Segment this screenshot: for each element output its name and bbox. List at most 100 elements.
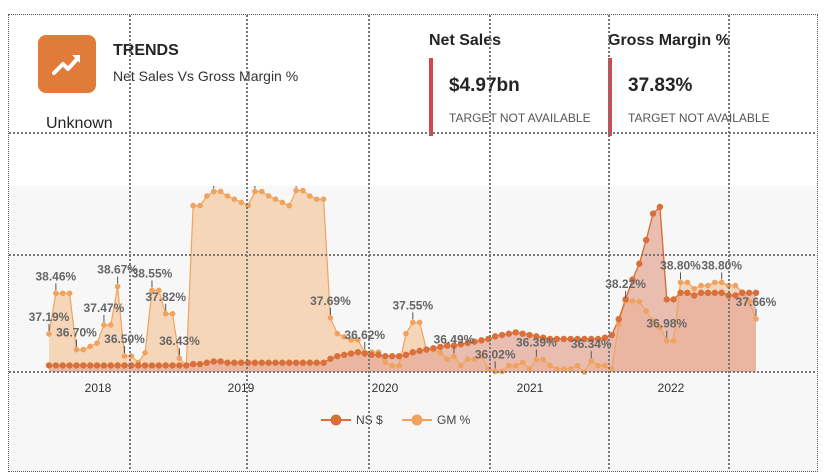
gm-point bbox=[382, 359, 389, 366]
gm-point bbox=[609, 366, 615, 372]
gm-point bbox=[629, 298, 636, 304]
ns-point bbox=[286, 359, 293, 366]
layout-divider bbox=[728, 15, 730, 471]
gm-point bbox=[46, 331, 52, 337]
legend-label: GM % bbox=[437, 413, 471, 427]
gm-data-label: 37.82% bbox=[145, 290, 186, 304]
ns-point bbox=[505, 330, 513, 337]
trends-icon-tile bbox=[38, 35, 96, 93]
gm-data-label: 38.67% bbox=[97, 263, 138, 277]
gm-point bbox=[588, 358, 595, 364]
gm-point bbox=[574, 362, 581, 369]
x-tick-label: 2018 bbox=[85, 381, 112, 395]
ns-point bbox=[80, 362, 87, 369]
ns-point bbox=[251, 359, 259, 366]
kpi-gross-margin-title: Gross Margin % bbox=[608, 32, 730, 49]
ns-point bbox=[642, 236, 650, 244]
ns-point bbox=[567, 335, 574, 343]
kpi-gross-margin-value: 37.83% bbox=[628, 75, 693, 96]
ns-point bbox=[306, 359, 314, 366]
ns-point bbox=[691, 292, 698, 299]
gm-point bbox=[142, 350, 148, 356]
gm-point bbox=[355, 337, 361, 343]
ns-point bbox=[189, 360, 197, 368]
ns-point bbox=[656, 203, 664, 211]
gm-point bbox=[334, 330, 341, 337]
gm-point bbox=[396, 362, 402, 369]
ns-point bbox=[66, 362, 73, 369]
gm-data-label: 36.98% bbox=[646, 317, 687, 331]
gm-point bbox=[389, 362, 396, 369]
gm-data-label: 36.50% bbox=[104, 332, 145, 346]
gm-point bbox=[650, 318, 656, 324]
layout-divider bbox=[368, 15, 370, 471]
ns-point bbox=[553, 335, 561, 343]
gm-data-label: 36.34% bbox=[571, 337, 612, 351]
gm-point bbox=[293, 187, 299, 194]
ns-point bbox=[581, 335, 588, 343]
ns-point bbox=[711, 289, 719, 296]
gm-point bbox=[533, 356, 540, 363]
ns-point bbox=[327, 355, 334, 362]
kpi-gross-margin-target: TARGET NOT AVAILABLE bbox=[628, 111, 770, 125]
card-subtitle: Net Sales Vs Gross Margin % bbox=[113, 68, 299, 84]
gm-data-label: 36.39% bbox=[516, 336, 557, 350]
ns-point bbox=[684, 289, 691, 296]
gm-point bbox=[540, 356, 547, 363]
gm-point bbox=[602, 362, 608, 369]
ns-point bbox=[169, 362, 176, 369]
gm-point bbox=[190, 202, 196, 209]
kpi-gross-margin-accent bbox=[608, 58, 612, 136]
ns-point bbox=[402, 351, 410, 359]
gm-point bbox=[176, 355, 183, 362]
gm-point bbox=[464, 356, 471, 362]
ns-point bbox=[663, 296, 670, 303]
gm-point bbox=[107, 322, 114, 328]
ns-point bbox=[443, 342, 451, 349]
gm-data-label: 38.46% bbox=[36, 269, 77, 283]
layout-divider bbox=[9, 132, 817, 134]
gm-point bbox=[753, 316, 759, 322]
gm-point bbox=[101, 322, 107, 328]
gm-point bbox=[286, 202, 293, 209]
ns-point bbox=[45, 362, 53, 369]
gm-data-label: 36.62% bbox=[344, 328, 385, 342]
ns-point bbox=[395, 352, 403, 360]
gm-point bbox=[526, 366, 533, 372]
gm-point bbox=[663, 337, 670, 344]
gm-point bbox=[320, 196, 327, 202]
ns-point bbox=[409, 349, 416, 356]
ns-point bbox=[231, 359, 238, 366]
gm-data-label: 38.55% bbox=[132, 266, 173, 280]
gm-point bbox=[409, 319, 416, 326]
legend-swatch-marker bbox=[411, 414, 423, 426]
ns-point bbox=[739, 289, 746, 296]
ns-point bbox=[292, 359, 300, 366]
gm-point bbox=[718, 279, 725, 286]
ns-point bbox=[135, 362, 142, 369]
ns-point bbox=[196, 360, 204, 368]
ns-point bbox=[457, 341, 465, 348]
gm-point bbox=[712, 279, 718, 286]
gm-point bbox=[313, 196, 320, 202]
gm-point bbox=[684, 279, 691, 286]
ns-point bbox=[361, 350, 368, 357]
gm-point bbox=[615, 321, 622, 327]
ns-point bbox=[636, 260, 643, 267]
gm-point bbox=[451, 353, 457, 360]
gm-point bbox=[162, 310, 169, 317]
gm-point bbox=[416, 319, 423, 326]
kpi-net-sales-accent bbox=[429, 58, 433, 136]
ns-point bbox=[114, 362, 121, 369]
ns-point bbox=[533, 333, 540, 340]
gm-data-label: 36.70% bbox=[56, 326, 97, 340]
ns-point bbox=[52, 362, 60, 369]
gm-point bbox=[348, 337, 354, 343]
ns-point bbox=[629, 276, 636, 283]
gm-point bbox=[59, 290, 66, 297]
gm-point bbox=[657, 324, 663, 330]
gm-point bbox=[595, 362, 601, 369]
gm-point bbox=[636, 298, 643, 305]
ns-point bbox=[183, 362, 190, 369]
gm-point bbox=[478, 353, 485, 359]
